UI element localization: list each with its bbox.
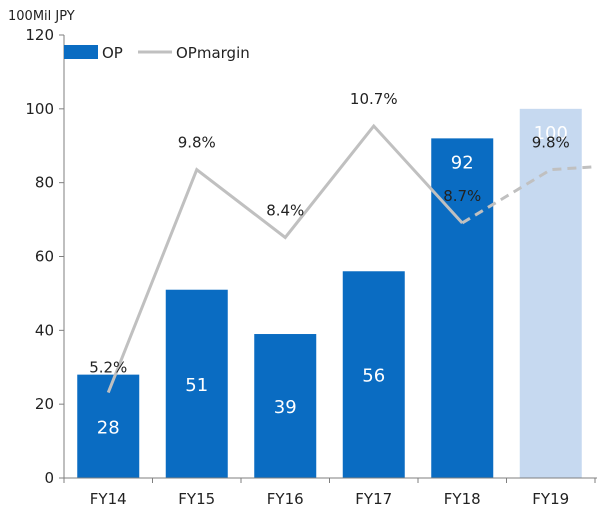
bar-fy17: [342, 271, 405, 478]
bar-fy19: [519, 108, 582, 478]
bar-fy16: [254, 334, 317, 478]
x-tick-label: FY17: [355, 490, 392, 508]
bar-value-label: 39: [274, 397, 297, 418]
x-tick-label: FY19: [532, 490, 569, 508]
x-tick-label: FY14: [90, 490, 127, 508]
bar-value-label: 100: [534, 123, 568, 144]
margin-value-label: 9.8%: [532, 134, 570, 152]
bar-value-label: 92: [451, 152, 474, 173]
y-tick-label: 40: [35, 321, 54, 339]
x-tick-label: FY18: [444, 490, 481, 508]
y-tick-label: 60: [35, 248, 54, 266]
y-tick-label: 0: [44, 469, 54, 487]
x-tick-label: FY16: [267, 490, 304, 508]
margin-line-actual: [106, 123, 464, 394]
x-axis: FY14 FY15 FY16 FY17 FY18 FY19: [63, 477, 597, 508]
y-tick-label: 80: [35, 174, 54, 192]
legend-op-swatch: [64, 45, 98, 59]
legend-op-label: OP: [102, 44, 123, 62]
legend-opmargin-label: OPmargin: [176, 44, 250, 62]
y-tick-label: 100: [25, 100, 54, 118]
margin-value-label: 5.2%: [89, 359, 127, 377]
margin-line: 5.2% 9.8% 8.4% 10.7% 8.7% 9.8%: [89, 90, 598, 394]
legend: OP OPmargin: [64, 44, 250, 62]
y-tick-label: 120: [25, 26, 54, 44]
margin-value-label: 8.4%: [266, 201, 304, 219]
margin-line-forecast: [461, 165, 598, 225]
margin-value-label: 9.8%: [178, 134, 216, 152]
bar-value-label: 56: [362, 366, 385, 387]
bar-fy15: [165, 289, 228, 478]
bar-fy18: [431, 138, 494, 478]
y-unit-label: 100Mil JPY: [8, 9, 75, 24]
bars: 28 51 39 56 92 100: [77, 108, 582, 478]
x-tick-label: FY15: [178, 490, 215, 508]
margin-value-label: 10.7%: [350, 90, 398, 108]
margin-value-label: 8.7%: [443, 187, 481, 205]
y-tick-label: 20: [35, 395, 54, 413]
bar-value-label: 51: [185, 375, 208, 396]
y-axis: 0 20 40 60 80 100 120: [25, 26, 65, 487]
bar-value-label: 28: [97, 417, 120, 438]
